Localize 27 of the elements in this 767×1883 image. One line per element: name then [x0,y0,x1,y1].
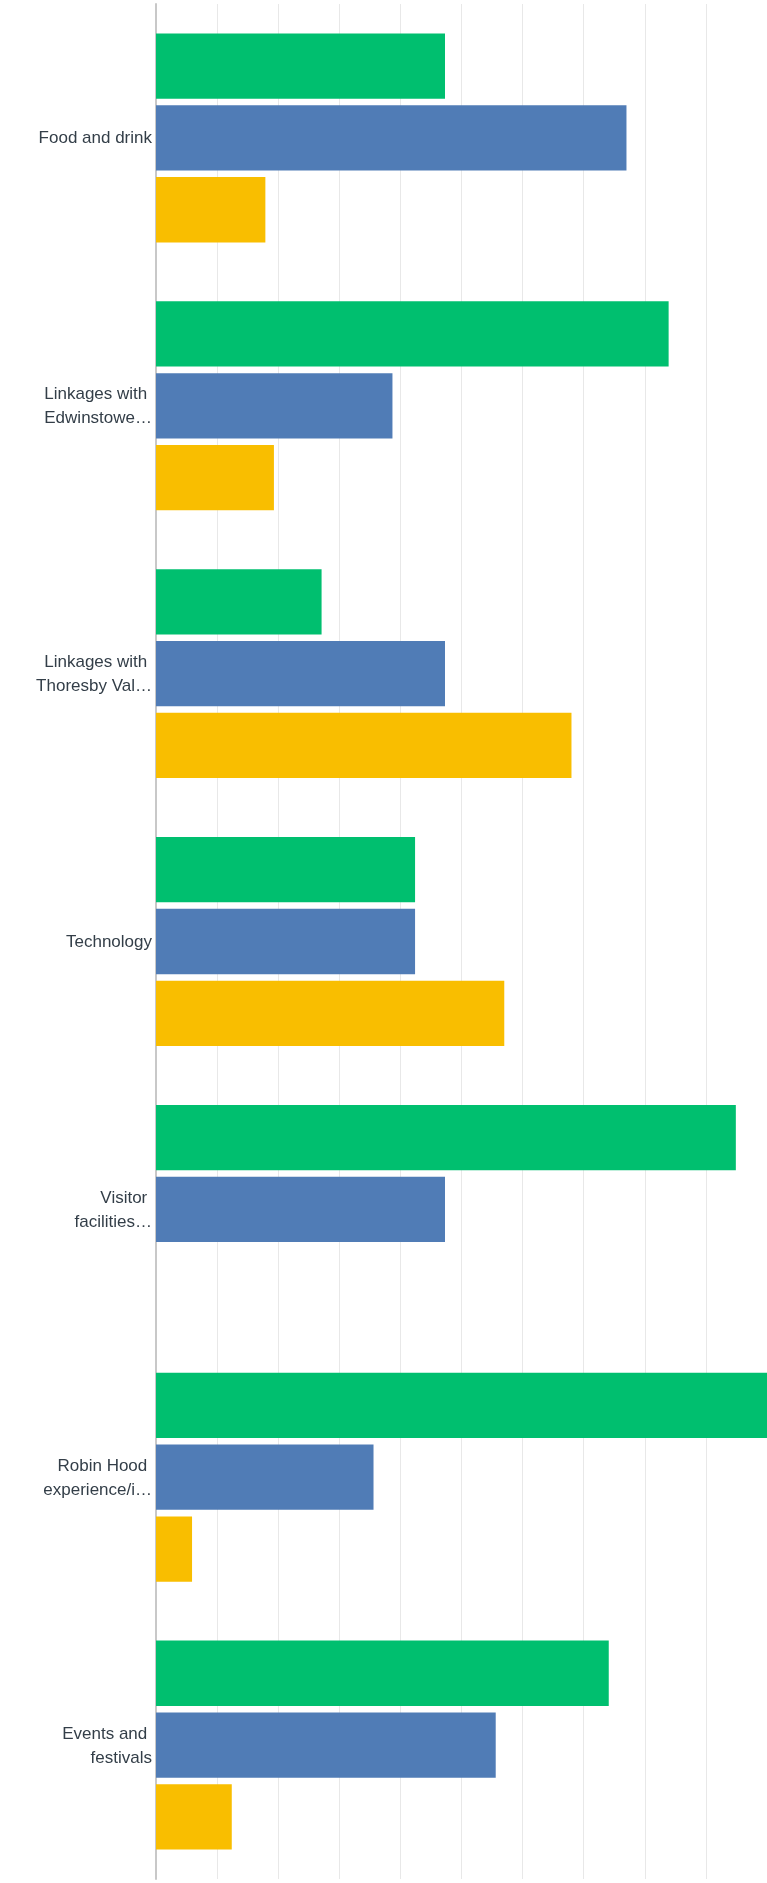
y-tick-label: Technology [65,932,153,951]
bar [156,837,416,903]
bar [156,1640,609,1706]
bar [156,980,505,1046]
y-tick-label: Events and festivals [62,1723,152,1767]
bar [156,1176,445,1242]
y-tick-label: Food and drink [38,128,153,148]
bar [156,1372,767,1439]
bar [156,444,274,511]
bar [156,1712,496,1778]
bar [156,908,416,975]
bar [156,301,669,367]
bar [156,105,627,171]
bar [156,373,393,439]
bar [156,712,572,779]
bar [156,1444,374,1510]
bar [156,177,266,243]
y-tick-label: Visitor facilities… [74,1187,152,1231]
bar [156,641,445,707]
y-tick-label: Linkages with Thoresby Val… [36,652,152,696]
bar [156,1784,232,1850]
bar [156,1516,193,1582]
y-tick-label: Linkages with Edwinstowe… [44,384,152,428]
bar [156,33,445,99]
y-tick-label: Robin Hood experience/i… [43,1455,152,1499]
bar [156,569,322,635]
bar [156,1104,736,1171]
